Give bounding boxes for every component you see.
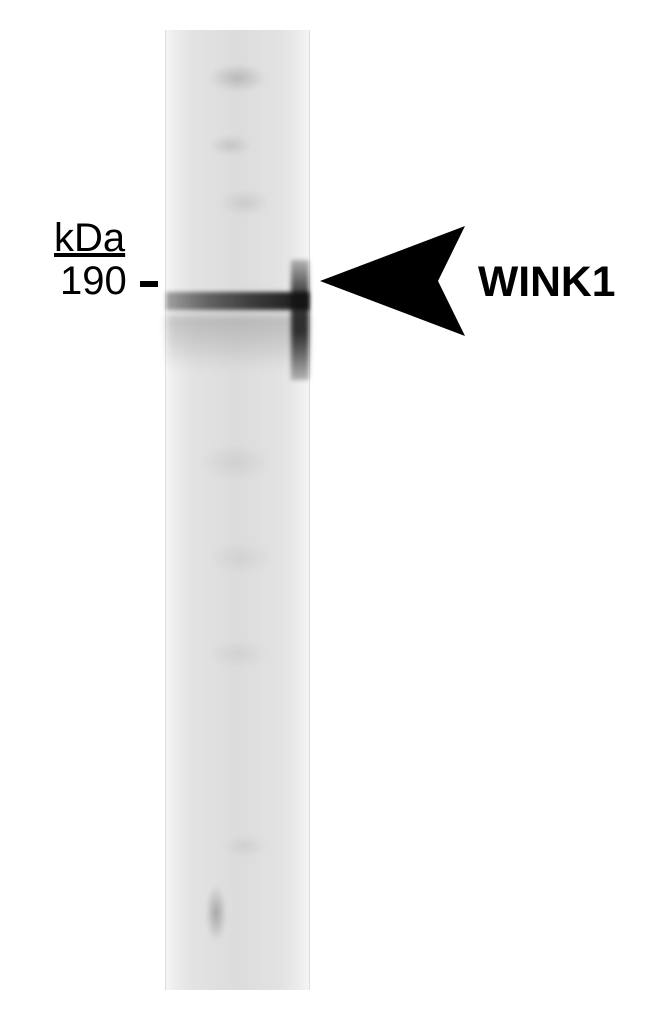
- marker-190-tick: [140, 281, 158, 287]
- kda-header-label: kDa: [54, 216, 125, 261]
- arrowhead-icon: [320, 226, 465, 336]
- marker-190-label: 190: [60, 259, 127, 304]
- band-shadow: [166, 315, 309, 370]
- lane-texture: [166, 30, 309, 990]
- protein-name-label: WINK1: [478, 258, 615, 307]
- blot-lane: [165, 30, 310, 990]
- band-arrow: [320, 226, 465, 336]
- band-smear: [291, 260, 309, 380]
- protein-band: [166, 292, 309, 310]
